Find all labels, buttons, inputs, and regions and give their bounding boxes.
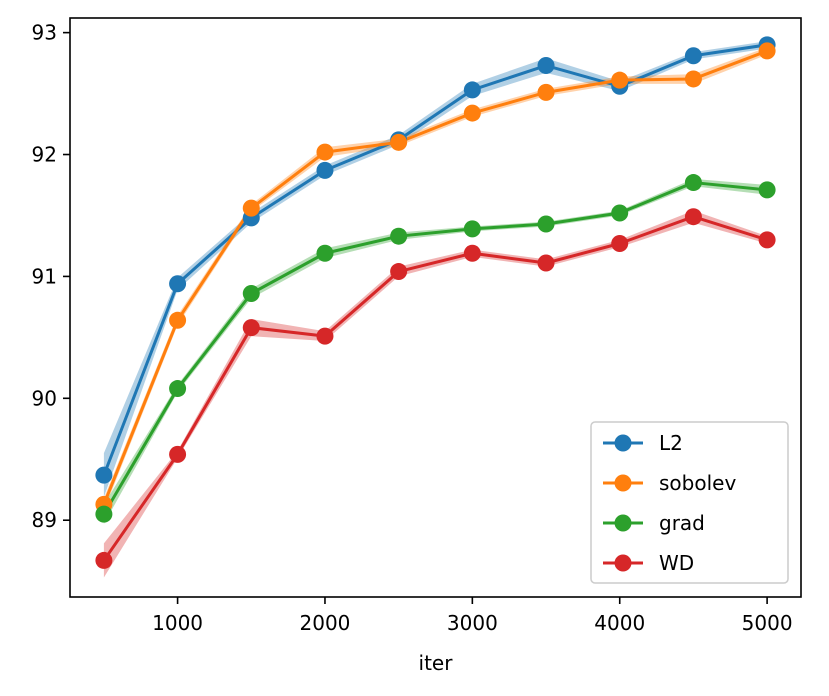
point-wd-500	[95, 551, 113, 569]
point-l2-4500	[684, 47, 702, 65]
point-wd-1000	[169, 445, 187, 463]
series-line-sobolev	[102, 49, 768, 505]
point-sobolev-2000	[316, 143, 334, 161]
point-sobolev-1500	[242, 199, 260, 217]
point-grad-5000	[758, 181, 776, 199]
legend-label-l2: L2	[659, 431, 683, 455]
x-tick-label: 1000	[152, 611, 203, 635]
point-sobolev-3500	[537, 83, 555, 101]
point-grad-4000	[611, 204, 629, 222]
point-sobolev-4500	[684, 70, 702, 88]
y-tick-label: 93	[32, 21, 57, 45]
point-wd-3500	[537, 254, 555, 272]
point-grad-1500	[242, 284, 260, 302]
point-grad-2000	[316, 244, 334, 262]
point-wd-4000	[611, 235, 629, 253]
plot-frame	[69, 17, 802, 598]
series-line-grad	[102, 181, 768, 515]
point-sobolev-3000	[463, 104, 481, 122]
series-lines	[102, 43, 768, 562]
y-tick-label: 90	[32, 386, 57, 410]
point-grad-3500	[537, 215, 555, 233]
y-tick-label: 89	[32, 508, 57, 532]
point-wd-2000	[316, 327, 334, 345]
series-points	[95, 36, 776, 569]
series-line-wd	[102, 215, 768, 562]
y-tick-label: 92	[32, 143, 57, 167]
legend-marker-sobolev	[614, 474, 632, 492]
legend-label-wd: WD	[659, 551, 694, 575]
legend-label-sobolev: sobolev	[659, 471, 736, 495]
point-l2-3000	[463, 81, 481, 99]
legend: L2 sobolev grad WD	[590, 421, 789, 584]
point-l2-3500	[537, 57, 555, 75]
point-l2-2000	[316, 161, 334, 179]
legend-item-sobolev: sobolev	[603, 471, 736, 495]
point-grad-1000	[169, 380, 187, 398]
point-grad-3000	[463, 220, 481, 238]
point-wd-5000	[758, 231, 776, 249]
point-wd-1500	[242, 319, 260, 337]
point-grad-4500	[684, 174, 702, 192]
x-tick-label: 4000	[594, 611, 645, 635]
x-tick-label: 2000	[300, 611, 351, 635]
x-axis-label: iter	[419, 651, 454, 675]
point-l2-500	[95, 466, 113, 484]
legend-item-wd: WD	[603, 551, 694, 575]
x-tick-label: 5000	[742, 611, 793, 635]
y-axis-ticks: 89 90 91 92 93	[32, 21, 70, 532]
point-sobolev-5000	[758, 42, 776, 60]
legend-label-grad: grad	[659, 511, 705, 535]
point-l2-1000	[169, 275, 187, 293]
legend-marker-l2	[614, 434, 632, 452]
legend-item-grad: grad	[603, 511, 705, 535]
legend-item-l2: L2	[603, 431, 683, 455]
point-sobolev-2500	[390, 133, 408, 151]
point-wd-3000	[463, 244, 481, 262]
series-line-l2	[102, 43, 768, 476]
legend-box	[590, 421, 789, 584]
x-axis-ticks: 1000 2000 3000 4000 5000	[152, 597, 793, 635]
legend-marker-wd	[614, 554, 632, 572]
point-sobolev-1000	[169, 311, 187, 329]
y-tick-label: 91	[32, 264, 57, 288]
legend-marker-grad	[614, 514, 632, 532]
point-grad-2500	[390, 227, 408, 245]
point-grad-500	[95, 505, 113, 523]
point-sobolev-4000	[611, 71, 629, 89]
point-wd-2500	[390, 263, 408, 281]
point-wd-4500	[684, 208, 702, 226]
x-tick-label: 3000	[447, 611, 498, 635]
